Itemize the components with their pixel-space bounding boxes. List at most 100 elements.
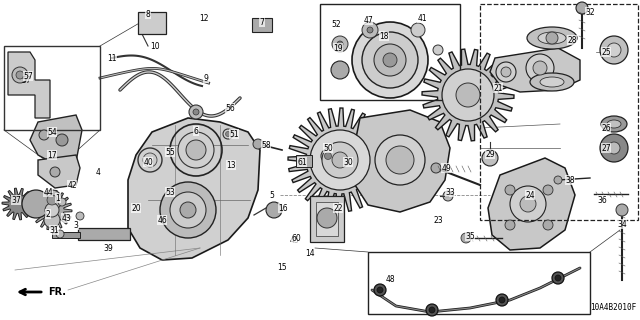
Text: 28: 28 <box>567 36 577 44</box>
Circle shape <box>367 27 373 33</box>
Circle shape <box>362 32 418 88</box>
Text: 45: 45 <box>289 236 299 244</box>
Text: 44: 44 <box>43 188 53 196</box>
Polygon shape <box>32 190 72 230</box>
Text: 52: 52 <box>331 20 341 28</box>
Text: 17: 17 <box>47 150 57 159</box>
Text: 8: 8 <box>146 10 150 19</box>
Text: 26: 26 <box>601 124 611 132</box>
Text: 38: 38 <box>565 175 575 185</box>
Circle shape <box>442 69 494 121</box>
Circle shape <box>56 230 64 238</box>
Text: 6: 6 <box>193 126 198 135</box>
Circle shape <box>22 190 50 218</box>
Circle shape <box>552 272 564 284</box>
Text: 34: 34 <box>617 220 627 228</box>
Text: 57: 57 <box>23 71 33 81</box>
Circle shape <box>383 53 397 67</box>
Circle shape <box>16 71 24 79</box>
Circle shape <box>501 67 511 77</box>
Circle shape <box>526 54 554 82</box>
Bar <box>52 232 80 238</box>
Circle shape <box>533 61 547 75</box>
Text: 24: 24 <box>525 190 535 199</box>
Text: 53: 53 <box>165 188 175 196</box>
Circle shape <box>189 105 203 119</box>
Bar <box>320 4 460 100</box>
Bar <box>480 4 638 220</box>
Text: 2: 2 <box>45 210 51 219</box>
Circle shape <box>499 297 505 303</box>
Circle shape <box>607 43 621 57</box>
Circle shape <box>50 167 60 177</box>
Text: 60: 60 <box>291 234 301 243</box>
Circle shape <box>56 134 68 146</box>
Circle shape <box>411 23 425 37</box>
Text: 36: 36 <box>597 196 607 204</box>
Circle shape <box>253 139 263 149</box>
Circle shape <box>332 36 348 52</box>
Circle shape <box>555 275 561 281</box>
Text: 50: 50 <box>323 143 333 153</box>
Ellipse shape <box>538 32 566 44</box>
Circle shape <box>496 294 508 306</box>
Text: 54: 54 <box>47 127 57 137</box>
Text: 37: 37 <box>11 196 21 204</box>
Text: 9: 9 <box>204 74 209 83</box>
Text: 31: 31 <box>49 226 59 235</box>
Text: 61: 61 <box>297 157 307 166</box>
Circle shape <box>576 2 588 14</box>
Circle shape <box>317 208 337 228</box>
Circle shape <box>12 67 28 83</box>
Polygon shape <box>128 118 260 260</box>
Text: 27: 27 <box>601 143 611 153</box>
Polygon shape <box>38 155 80 188</box>
Circle shape <box>496 62 516 82</box>
Circle shape <box>76 212 84 220</box>
Ellipse shape <box>601 116 627 132</box>
Circle shape <box>461 233 471 243</box>
Circle shape <box>331 61 349 79</box>
Circle shape <box>47 195 57 205</box>
Circle shape <box>543 185 553 195</box>
Text: 58: 58 <box>261 140 271 149</box>
Circle shape <box>377 287 383 293</box>
Text: 40: 40 <box>143 157 153 166</box>
Polygon shape <box>2 188 34 220</box>
Text: 20: 20 <box>131 204 141 212</box>
Circle shape <box>386 146 414 174</box>
Circle shape <box>600 134 628 162</box>
Text: 7: 7 <box>260 18 264 27</box>
Bar <box>296 155 312 167</box>
Ellipse shape <box>530 73 574 91</box>
Text: 41: 41 <box>417 13 427 22</box>
Text: 15: 15 <box>277 263 287 273</box>
Text: 42: 42 <box>67 180 77 189</box>
Circle shape <box>324 153 332 159</box>
Polygon shape <box>490 48 580 92</box>
Circle shape <box>543 220 553 230</box>
Circle shape <box>520 196 536 212</box>
Text: 32: 32 <box>585 7 595 17</box>
Circle shape <box>160 182 216 238</box>
Text: 51: 51 <box>229 130 239 139</box>
Circle shape <box>58 198 66 206</box>
Circle shape <box>510 186 546 222</box>
Text: 29: 29 <box>485 149 495 158</box>
Circle shape <box>546 32 558 44</box>
Text: 55: 55 <box>165 148 175 156</box>
Circle shape <box>193 109 199 115</box>
Circle shape <box>332 152 348 168</box>
Circle shape <box>431 163 441 173</box>
Circle shape <box>374 44 406 76</box>
Text: 18: 18 <box>380 31 388 41</box>
Text: 19: 19 <box>333 44 343 52</box>
Text: 49: 49 <box>441 164 451 172</box>
Circle shape <box>505 185 515 195</box>
Circle shape <box>554 176 562 184</box>
Text: 43: 43 <box>61 213 71 222</box>
Text: 22: 22 <box>333 204 343 212</box>
Circle shape <box>426 304 438 316</box>
Text: 48: 48 <box>385 276 395 284</box>
Circle shape <box>608 142 620 154</box>
